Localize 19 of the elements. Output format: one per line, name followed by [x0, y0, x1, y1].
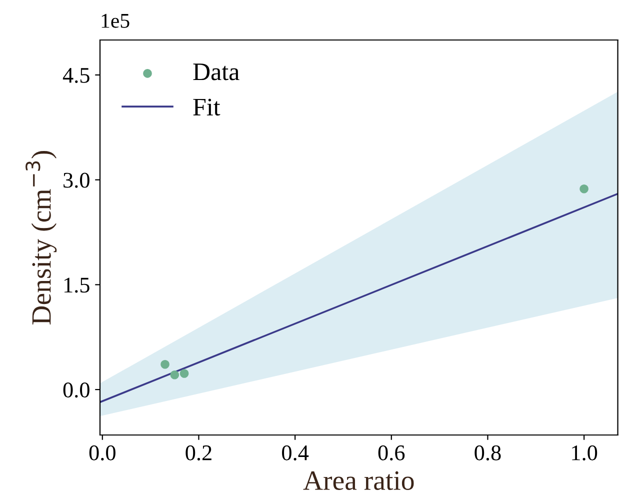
- x-axis-title: Area ratio: [303, 471, 414, 490]
- y-tick-label: 3.0: [64, 172, 90, 188]
- legend-label: Data: [193, 64, 240, 80]
- legend-label: Fit: [193, 98, 220, 116]
- x-tick-label: 0.4: [282, 445, 309, 460]
- x-tick-label: 0.6: [378, 445, 405, 460]
- y-tick-label: 0.0: [63, 382, 90, 398]
- y-axis-title: Density (cm$^{−3}$): [26, 151, 57, 324]
- point: [160, 360, 170, 369]
- x-tick-label: 0.0: [89, 445, 116, 460]
- x-tick-label: 0.2: [186, 445, 212, 460]
- point: [180, 369, 189, 378]
- text: 1e5: [102, 14, 130, 28]
- point: [170, 370, 180, 380]
- y-tick-label: 1.5: [64, 278, 90, 293]
- x-tick-label: 0.8: [474, 445, 501, 460]
- y-tick-label: 4.5: [62, 68, 90, 83]
- point: [580, 184, 588, 194]
- x-tick-label: 1.0: [572, 445, 598, 460]
